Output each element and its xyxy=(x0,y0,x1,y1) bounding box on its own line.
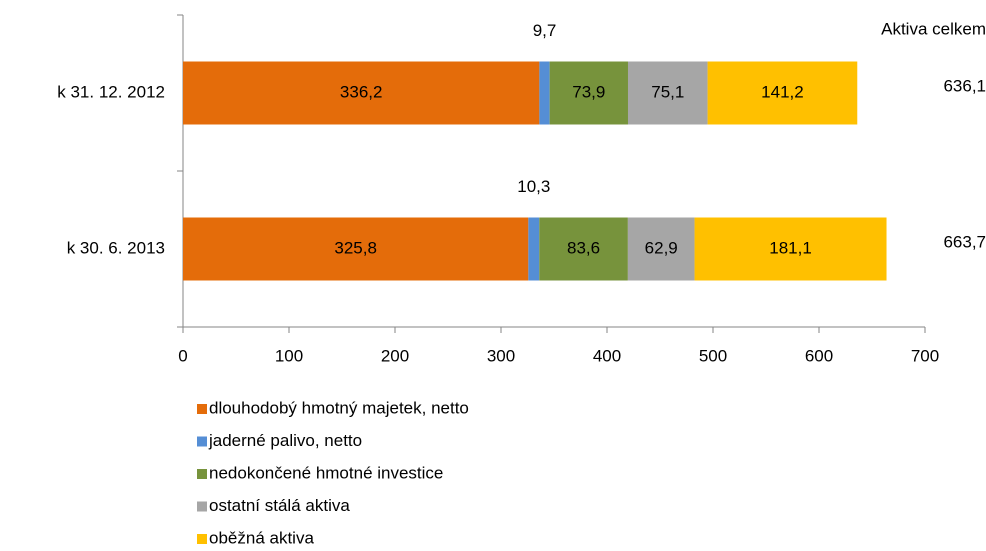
legend-label: nedokončené hmotné investice xyxy=(209,463,443,482)
legend-swatch xyxy=(197,501,207,512)
legend-swatch xyxy=(197,436,207,447)
legend-label: dlouhodobý hmotný majetek, netto xyxy=(209,398,469,417)
data-label: 75,1 xyxy=(651,82,684,101)
legend-label: oběžná aktiva xyxy=(209,528,314,547)
totals-title: Aktiva celkem xyxy=(881,19,986,38)
y-tick-label: k 31. 12. 2012 xyxy=(57,82,165,101)
data-label: 336,2 xyxy=(340,82,383,101)
data-label: 10,3 xyxy=(517,177,550,196)
legend-swatch xyxy=(197,469,207,479)
bar-segment xyxy=(549,61,628,125)
y-tick-label: k 30. 6. 2013 xyxy=(67,238,165,257)
data-label: 73,9 xyxy=(572,82,605,101)
data-label: 181,1 xyxy=(769,238,812,257)
data-label: 325,8 xyxy=(334,238,377,257)
bar-segment xyxy=(528,217,540,281)
bar-segment xyxy=(627,217,695,281)
bar-segment xyxy=(183,217,529,281)
data-label: 62,9 xyxy=(645,238,678,257)
legend-label: jaderné palivo, netto xyxy=(208,431,362,450)
bar-segment xyxy=(183,61,540,125)
bar-segment xyxy=(694,217,887,281)
bar-segment xyxy=(539,61,550,125)
x-tick-label: 100 xyxy=(275,346,303,365)
x-tick-label: 200 xyxy=(381,346,409,365)
x-tick-label: 400 xyxy=(593,346,621,365)
total-label: 663,7 xyxy=(943,232,986,251)
legend-swatch xyxy=(197,534,207,544)
total-label: 636,1 xyxy=(943,76,986,95)
bar-segment xyxy=(707,61,858,125)
x-tick-label: 500 xyxy=(699,346,727,365)
legend-label: ostatní stálá aktiva xyxy=(209,496,350,515)
data-label: 83,6 xyxy=(567,238,600,257)
bar-segment xyxy=(539,217,628,281)
x-tick-label: 700 xyxy=(911,346,939,365)
x-tick-label: 600 xyxy=(805,346,833,365)
data-label: 141,2 xyxy=(761,82,804,101)
x-tick-label: 0 xyxy=(178,346,187,365)
x-tick-label: 300 xyxy=(487,346,515,365)
bar-segment xyxy=(627,61,708,125)
data-label: 9,7 xyxy=(533,21,557,40)
legend-swatch xyxy=(197,404,207,414)
